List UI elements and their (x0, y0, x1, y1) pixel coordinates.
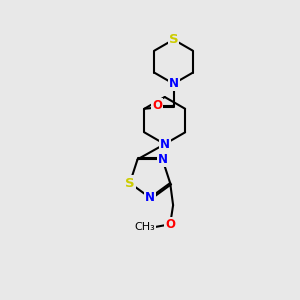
Text: N: N (169, 77, 178, 90)
Text: N: N (145, 191, 155, 204)
Text: CH₃: CH₃ (135, 222, 155, 232)
Text: N: N (160, 138, 170, 151)
Text: S: S (169, 33, 178, 46)
Text: O: O (152, 99, 162, 112)
Text: S: S (125, 177, 135, 190)
Text: N: N (158, 153, 167, 166)
Text: O: O (165, 218, 175, 231)
